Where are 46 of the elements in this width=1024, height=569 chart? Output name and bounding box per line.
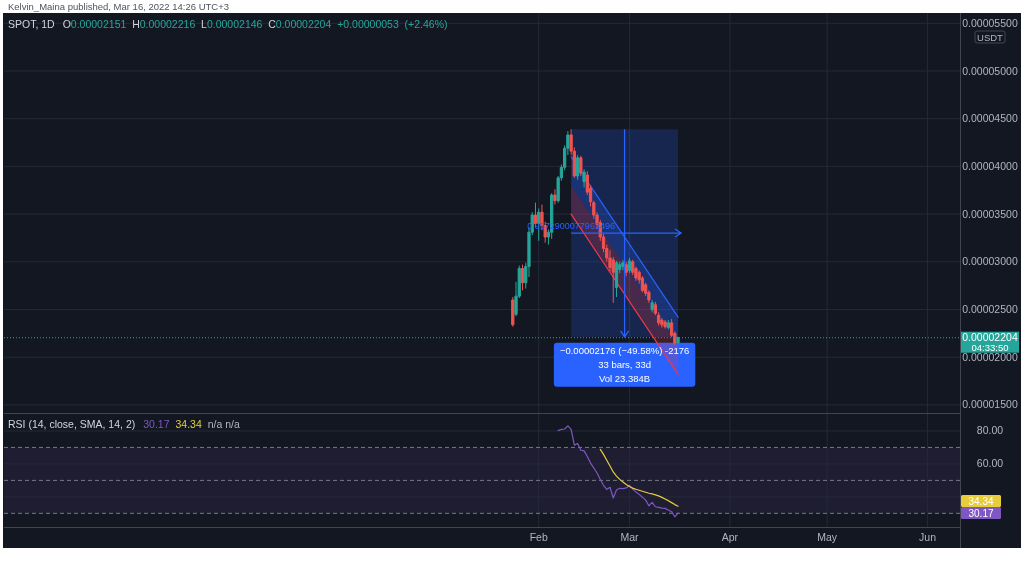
y-tick-label: 0.00005500 — [962, 16, 1018, 29]
x-tick-label: Apr — [721, 531, 739, 543]
y-tick-label: 0.00004000 — [962, 159, 1018, 172]
annotation: 33 bars, 33d — [598, 358, 651, 370]
x-tick-label: Feb — [529, 531, 548, 543]
candlestick — [520, 264, 525, 291]
text: RSI (14, close, SMA, 14, 2) — [8, 418, 136, 430]
candlestick — [627, 257, 632, 274]
line-series — [557, 425, 679, 518]
text: SPOT, 1D — [8, 18, 56, 30]
candlestick — [575, 154, 580, 181]
x-tick-label: May — [817, 531, 838, 543]
candlestick — [553, 188, 557, 206]
line-series — [599, 448, 679, 507]
candlestick — [666, 319, 670, 331]
text: 34.34 — [968, 495, 994, 507]
annotation: 30.17 — [143, 418, 170, 430]
candlestick — [621, 259, 625, 271]
ref-line-label: 0.00002204 — [962, 331, 1018, 344]
candlestick — [676, 336, 680, 344]
text: 30.17 — [968, 507, 994, 519]
candlestick — [582, 168, 586, 188]
candlestick — [650, 299, 654, 313]
annotation: −0.00002176 (−49.58%) -2176 — [559, 344, 690, 356]
candlestick — [579, 155, 583, 177]
y-tick-label: 0.00002500 — [962, 302, 1018, 315]
y-tick-label: 0.00001500 — [962, 398, 1018, 411]
y-tick-label: 0.00002000 — [962, 350, 1018, 363]
text: 04:33:50 — [971, 341, 1009, 353]
y-tick-label: 0.00003500 — [962, 207, 1018, 220]
y-tick-label: 80.00 — [976, 424, 1004, 437]
annotation: 34.34 — [175, 418, 202, 430]
annotation: Vol 23.384B — [598, 372, 651, 384]
x-tick-label: Jun — [919, 531, 937, 543]
text: O0.00002151 H0.00002216 L0.00002146 C0.00002204 +0.00000053 (+2.46%) — [62, 18, 448, 30]
y-tick-label: 60.00 — [976, 457, 1004, 470]
x-tick-label: Mar — [620, 531, 639, 543]
annotation: n/a n/a — [207, 418, 241, 430]
candlestick — [511, 296, 515, 328]
text: Kelvin_Maina published, Mar 16, 2022 14:26 UTC+3 — [8, 0, 230, 12]
y-tick-label: 0.00003000 — [962, 255, 1018, 268]
y-tick-label: 0.00005000 — [962, 64, 1018, 77]
candlestick — [663, 319, 667, 330]
y-tick-label: 0.00004500 — [962, 112, 1018, 125]
candlestick — [624, 261, 628, 277]
candlestick — [614, 260, 619, 298]
